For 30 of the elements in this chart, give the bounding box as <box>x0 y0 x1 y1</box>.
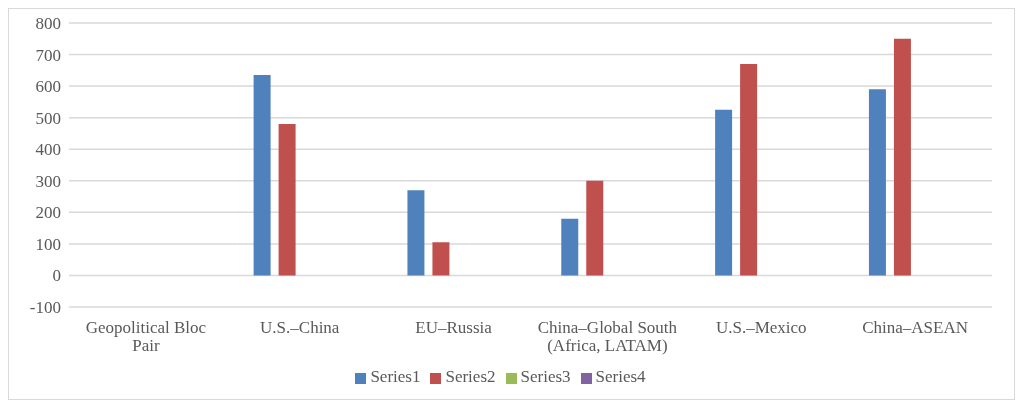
x-tick-label: Geopolitical Bloc Pair <box>85 318 207 355</box>
y-tick-label: 0 <box>52 266 61 286</box>
bar <box>586 180 604 276</box>
y-tick-label: 800 <box>35 14 61 34</box>
bar <box>893 38 911 276</box>
x-tick-label: U.S.–Mexico <box>715 318 807 337</box>
y-tick-label: 700 <box>35 45 61 65</box>
legend-label: Series3 <box>520 367 571 386</box>
bar <box>561 218 579 276</box>
x-tick-label: EU–Russia <box>415 318 493 337</box>
bar <box>432 242 450 276</box>
bar <box>740 64 758 276</box>
y-tick-label: -100 <box>29 298 61 318</box>
y-tick-label: 200 <box>35 203 61 223</box>
x-tick-label: U.S.–China <box>260 318 340 337</box>
x-tick-label: China–ASEAN <box>862 318 968 337</box>
bar <box>278 123 296 276</box>
legend-label: Series2 <box>445 367 496 386</box>
y-tick-label: 500 <box>35 108 61 128</box>
y-tick-label: 600 <box>35 77 61 97</box>
legend-label: Series1 <box>370 367 421 386</box>
bar <box>253 75 271 276</box>
bar <box>868 89 886 276</box>
bar <box>715 109 733 276</box>
y-tick-label: 400 <box>35 140 61 160</box>
y-tick-label: 300 <box>35 171 61 191</box>
bar <box>407 190 425 276</box>
x-tick-label: China–Global South (Africa, LATAM) <box>537 318 678 355</box>
legend-label: Series4 <box>595 367 646 386</box>
y-tick-label: 100 <box>35 234 61 254</box>
